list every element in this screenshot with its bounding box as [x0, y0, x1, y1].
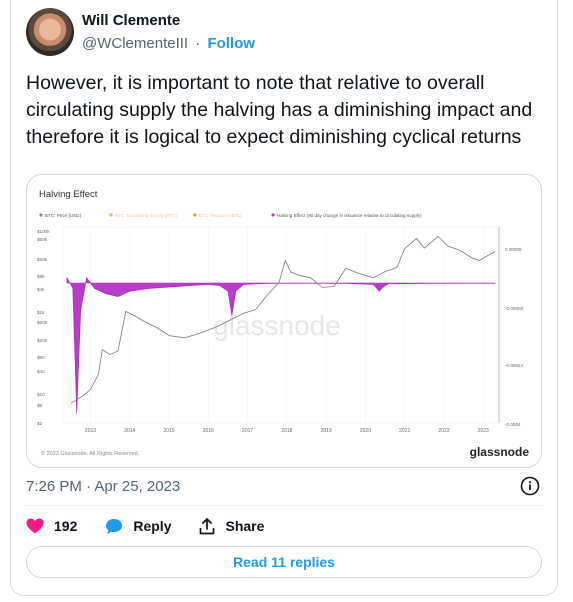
- y-left-tick-label: $80: [37, 355, 45, 360]
- x-tick-label: 2021: [399, 428, 410, 434]
- reply-bubble-icon: [106, 518, 123, 534]
- btc-price-line: [70, 235, 496, 404]
- like-count: 192: [54, 518, 78, 534]
- y-right-tick-label: -0.00008: [505, 306, 524, 311]
- y-left-tick-label: $40: [37, 369, 45, 374]
- author-handle[interactable]: @WClementeIII: [82, 35, 189, 52]
- y-right-tick-label: 0.00008: [505, 247, 522, 252]
- y-left-tick-label: $9k: [37, 274, 45, 279]
- separator-dot: ·: [195, 35, 201, 52]
- x-tick-label: 2013: [85, 428, 96, 434]
- y-left-tick-label: $200: [37, 338, 48, 343]
- legend-marker: [193, 213, 197, 217]
- legend-label: BTC: Price [USD]: [45, 213, 81, 218]
- x-tick-label: 2017: [242, 428, 253, 434]
- x-tick-label: 2020: [360, 428, 371, 434]
- tweet-media-image[interactable]: Halving Effect BTC: Price [USD] BTC: Circ…: [26, 174, 542, 468]
- y-left-tick-label: $8: [37, 403, 43, 408]
- legend-label: Halving Effect (90 day change in issuanc…: [277, 213, 422, 218]
- info-icon[interactable]: [520, 476, 540, 496]
- read-replies-button[interactable]: Read 11 replies: [26, 546, 542, 578]
- y-left-tick-label: $4k: [37, 287, 45, 292]
- heart-icon: [26, 518, 44, 534]
- y-right-tick-label: -0.00024: [505, 363, 524, 368]
- x-tick-label: 2015: [163, 428, 174, 434]
- like-button[interactable]: 192: [26, 518, 77, 534]
- reply-button[interactable]: Reply: [105, 518, 171, 535]
- divider: [26, 505, 542, 506]
- tweet-text: However, it is important to note that re…: [26, 72, 533, 148]
- y-left-tick-label: $100k: [37, 229, 50, 234]
- author-name[interactable]: Will Clemente: [82, 12, 181, 29]
- x-tick-label: 2018: [281, 428, 292, 434]
- y-left-tick-label: $2: [37, 421, 43, 426]
- legend-marker: [39, 213, 43, 217]
- legend-label: BTC: Issuance [BTC]: [199, 213, 242, 218]
- y-left-tick-label: $10: [37, 392, 45, 397]
- x-tick-label: 2022: [438, 428, 449, 434]
- chart-watermark: glassnode: [213, 310, 341, 341]
- y-left-tick-label: $60k: [37, 237, 48, 242]
- share-icon: [200, 517, 215, 534]
- legend-marker: [109, 213, 113, 217]
- x-tick-label: 2023: [478, 428, 489, 434]
- tweet-actions: 192 Reply Share: [26, 515, 292, 537]
- legend-label: BTC: Circulating Supply [BTC]: [115, 213, 177, 218]
- y-left-tick-label: $30k: [37, 257, 48, 262]
- follow-button[interactable]: Follow: [207, 35, 255, 52]
- reply-label: Reply: [133, 518, 172, 534]
- halving-effect-area: [66, 276, 496, 414]
- chart-title: Halving Effect: [39, 189, 98, 200]
- author-handle-row: @WClementeIII · Follow: [82, 35, 255, 52]
- halving-effect-chart: BTC: Price [USD] BTC: Circulating Supply …: [37, 213, 524, 434]
- share-button[interactable]: Share: [199, 517, 265, 535]
- chart-copyright: © 2023 Glassnode. All Rights Reserved.: [41, 451, 140, 457]
- share-label: Share: [225, 518, 265, 534]
- x-tick-label: 2014: [124, 428, 135, 434]
- x-tick-label: 2016: [203, 428, 214, 434]
- chart-brand-logo: glassnode: [469, 445, 529, 459]
- tweet-timestamp[interactable]: 7:26 PM · Apr 25, 2023: [26, 478, 181, 495]
- y-left-tick-label: $1k: [37, 310, 45, 315]
- x-tick-label: 2019: [321, 428, 332, 434]
- legend-marker: [271, 213, 275, 217]
- y-right-tick-label: -0.0004: [505, 422, 521, 427]
- y-left-tick-label: $600: [37, 320, 48, 325]
- avatar[interactable]: [26, 8, 74, 56]
